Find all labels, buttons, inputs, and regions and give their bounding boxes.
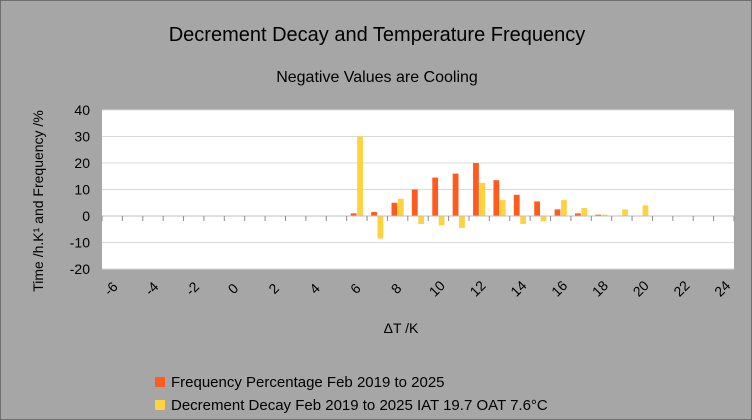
bar-decrement-decay	[499, 200, 506, 216]
x-tick-label: -6	[101, 278, 121, 298]
chart-title: Decrement Decay and Temperature Frequenc…	[169, 24, 586, 46]
bar-decrement-decay	[540, 216, 547, 222]
chart-subtitle: Negative Values are Cooling	[276, 69, 478, 86]
y-tick-label: 20	[74, 155, 90, 171]
legend-swatch-decrement-decay	[155, 400, 165, 410]
bar-decrement-decay	[520, 216, 527, 224]
x-tick-label: 0	[225, 280, 242, 297]
x-tick-label: 14	[507, 277, 529, 299]
bar-frequency	[350, 213, 357, 216]
x-tick-label: 24	[711, 277, 733, 299]
x-tick-label: 22	[670, 277, 692, 299]
grid-lines	[102, 109, 734, 270]
x-tick-label: 20	[630, 277, 652, 299]
bar-frequency	[595, 214, 602, 216]
bar-frequency	[452, 173, 459, 216]
bar-frequency	[513, 194, 520, 216]
y-tick-label: 10	[74, 182, 90, 198]
x-tick-label: -4	[141, 278, 161, 298]
y-tick-label: -10	[70, 235, 90, 251]
bar-frequency	[371, 212, 377, 216]
y-tick-labels: -20 -10 0 10 20 30 40	[70, 102, 90, 277]
bar-decrement-decay	[418, 216, 425, 224]
zero-axis	[101, 215, 735, 221]
bar-frequency	[493, 180, 500, 216]
y-tick-label: 30	[74, 129, 90, 145]
x-tick-label: 2	[265, 280, 282, 297]
y-axis-label: Time /h.K¹ and Frequency /%	[30, 110, 46, 292]
bar-frequency	[391, 202, 398, 216]
bar-decrement-decay	[438, 216, 445, 226]
bar-decrement-decay	[459, 216, 465, 228]
x-tick-label: 16	[548, 277, 570, 299]
bar-frequency	[534, 201, 541, 216]
bar-decrement-decay	[357, 136, 363, 216]
bar-frequency	[574, 213, 581, 216]
x-tick-label: 10	[426, 277, 448, 299]
bar-decrement-decay	[561, 200, 567, 216]
bar-decrement-decay	[397, 198, 404, 216]
bar-decrement-decay	[581, 208, 588, 216]
bar-decrement-decay	[479, 182, 486, 216]
bar-decrement-decay	[642, 205, 649, 216]
bar-frequency	[432, 177, 439, 216]
bar-decrement-decay	[601, 214, 608, 216]
bar-frequency	[411, 189, 418, 216]
legend-label-decrement-decay: Decrement Decay Feb 2019 to 2025 IAT 19.…	[171, 397, 548, 414]
x-tick-labels: -6 -4 -2 0 2 4 6 8 10 12 14 16 18 20 22 24	[101, 277, 734, 299]
y-tick-label: 0	[82, 208, 90, 224]
x-tick-label: 6	[347, 280, 364, 297]
x-tick-label: 4	[306, 280, 323, 297]
x-axis-label: ΔT /K	[384, 320, 419, 336]
x-tick-label: 18	[589, 277, 611, 299]
bar-frequency	[554, 209, 561, 216]
x-tick-label: 8	[388, 280, 405, 297]
legend-swatch-frequency	[155, 377, 165, 387]
legend-label-frequency: Frequency Percentage Feb 2019 to 2025	[171, 374, 445, 391]
y-tick-label: -20	[70, 261, 90, 277]
bar-frequency	[473, 163, 479, 216]
x-tick-label: -2	[182, 278, 202, 298]
bar-decrement-decay	[377, 216, 384, 239]
x-tick-label: 12	[466, 277, 488, 299]
bar-decrement-decay	[622, 209, 628, 216]
legend: Frequency Percentage Feb 2019 to 2025 De…	[155, 374, 548, 414]
y-tick-label: 40	[74, 102, 90, 118]
bars	[350, 136, 649, 239]
